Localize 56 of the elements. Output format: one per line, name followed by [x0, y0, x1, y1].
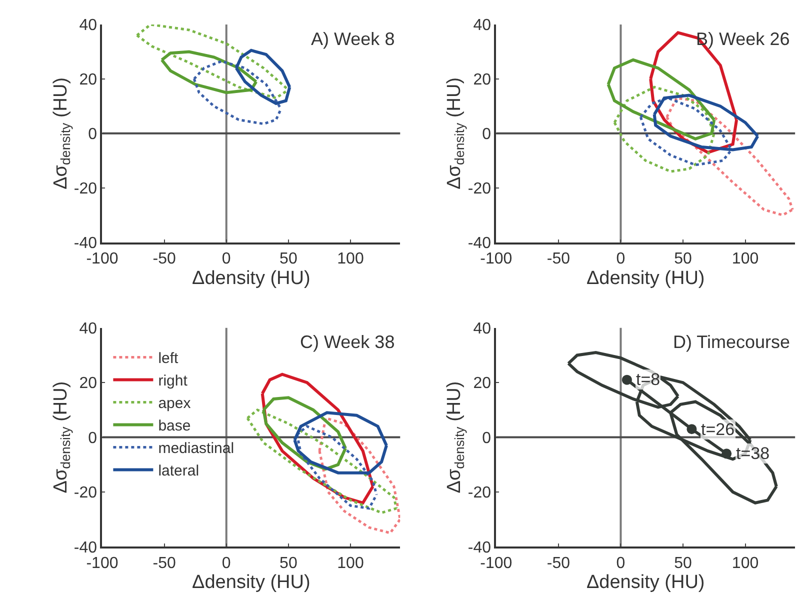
x-tick-label: 100: [732, 554, 759, 572]
x-tick-label: 50: [280, 554, 298, 572]
y-tick-label: -40: [74, 234, 98, 252]
x-tick-label: -100: [480, 554, 512, 572]
x-tick-label: 50: [674, 554, 692, 572]
x-tick-label: 100: [732, 250, 759, 268]
x-tick-label: -100: [86, 250, 118, 268]
y-tick-label: -40: [468, 539, 492, 556]
x-tick-label: -50: [152, 250, 176, 268]
chart-title: C) Week 38: [300, 332, 395, 352]
y-tick-label: 40: [473, 320, 492, 338]
chart-title: A) Week 8: [311, 29, 395, 49]
legend-label: base: [158, 418, 191, 435]
legend-label: left: [158, 350, 180, 368]
chart-title: D) Timecourse: [673, 332, 790, 352]
y-tick-label: 0: [88, 430, 98, 447]
legend-label: apex: [158, 395, 192, 412]
y-tick-label: 40: [79, 320, 98, 338]
y-tick-label: 20: [473, 72, 492, 89]
annotation: t=26: [701, 420, 735, 439]
y-tick-label: -20: [74, 484, 98, 502]
x-tick-label: -100: [86, 554, 118, 572]
y-tick-label: -20: [468, 484, 492, 502]
x-tick-label: -100: [480, 250, 512, 268]
x-axis-title: Δdensity (HU): [192, 572, 310, 594]
x-tick-label: 100: [337, 554, 364, 572]
y-tick-label: -40: [468, 234, 492, 252]
y-tick-label: -40: [74, 539, 98, 556]
y-tick-label: -20: [74, 180, 98, 198]
x-tick-label: -50: [546, 250, 570, 268]
legend-label: right: [158, 372, 188, 390]
x-tick-label: 0: [616, 250, 626, 268]
y-tick-label: 20: [79, 72, 98, 89]
annotation: t=38: [736, 444, 770, 463]
y-tick-label: -20: [468, 180, 492, 198]
y-tick-label: 40: [473, 17, 492, 34]
x-tick-label: 0: [222, 554, 231, 572]
x-tick-label: 100: [337, 250, 364, 268]
y-tick-label: 0: [88, 126, 98, 143]
x-axis-title: Δdensity (HU): [586, 268, 705, 289]
x-tick-label: 0: [616, 554, 626, 572]
x-tick-label: -50: [152, 554, 176, 572]
y-tick-label: 0: [482, 430, 492, 447]
y-tick-label: 20: [473, 375, 492, 392]
y-tick-label: 40: [79, 17, 98, 34]
legend-label: lateral: [158, 462, 200, 480]
x-axis-title: Δdensity (HU): [192, 268, 310, 289]
x-tick-label: 0: [222, 250, 231, 268]
chart-title: B) Week 26: [696, 29, 790, 49]
x-tick-label: -50: [546, 554, 570, 572]
x-tick-label: 50: [280, 250, 298, 268]
annotation: t=8: [636, 370, 660, 389]
y-tick-label: 20: [79, 375, 98, 392]
y-tick-label: 0: [482, 126, 492, 143]
x-axis-title: Δdensity (HU): [586, 572, 705, 594]
x-tick-label: 50: [674, 250, 692, 268]
